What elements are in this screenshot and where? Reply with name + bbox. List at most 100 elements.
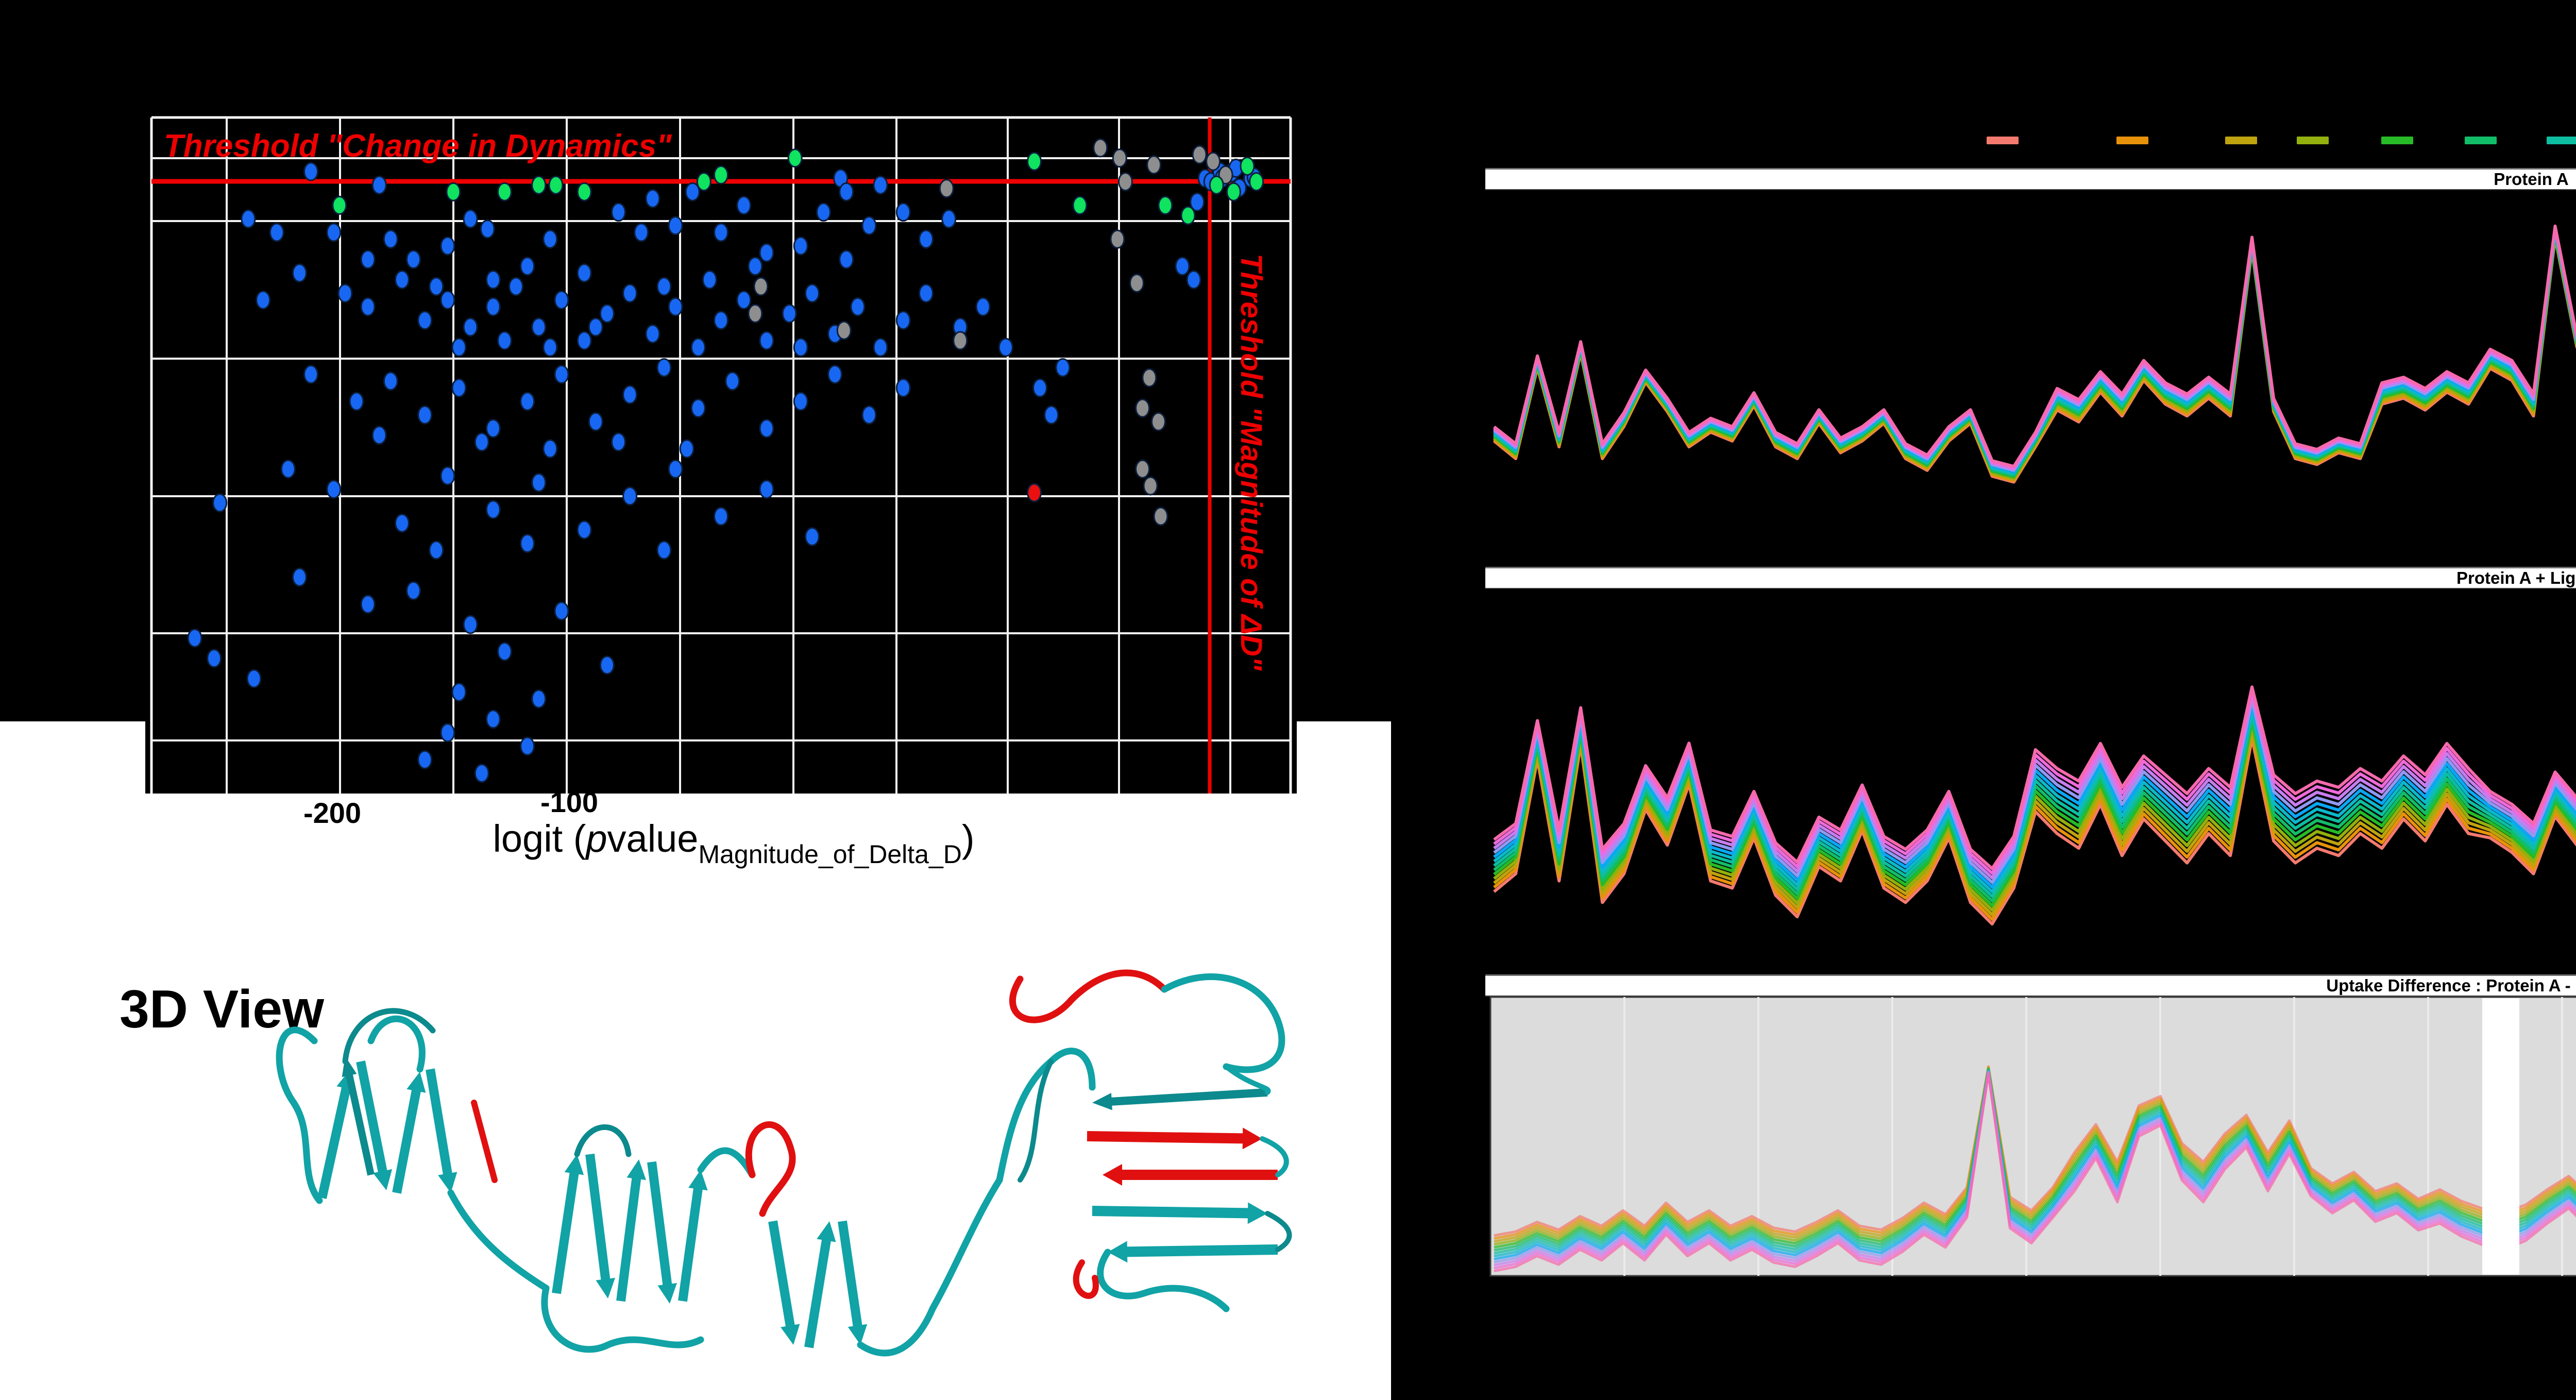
scatter-point-blue bbox=[520, 257, 535, 276]
scatter-point-blue bbox=[241, 209, 256, 229]
protein-a-ligand-series-6 bbox=[1493, 715, 2576, 903]
scatter-point-gray bbox=[1112, 148, 1127, 168]
scatter-point-blue bbox=[451, 378, 467, 398]
scatter-point-gray bbox=[748, 303, 763, 323]
scatter-point-blue bbox=[406, 581, 421, 600]
volcano-xaxis-title: logit (pvalueMagnitude_of_Delta_D) bbox=[493, 817, 975, 869]
scatter-point-blue bbox=[371, 175, 387, 195]
scatter-point-blue bbox=[861, 405, 877, 425]
beta-strand bbox=[317, 1069, 356, 1199]
scatter-point-blue bbox=[804, 283, 820, 303]
ribbon-segment bbox=[574, 1124, 632, 1157]
scatter-point-gray bbox=[1110, 229, 1125, 249]
scatter-point-blue bbox=[714, 223, 728, 242]
protein-a-ligand-series-5 bbox=[1493, 719, 2576, 907]
protein-structure-viewer[interactable] bbox=[216, 933, 1350, 1400]
ribbon-segment bbox=[342, 1008, 436, 1065]
beta-strand bbox=[342, 1056, 375, 1176]
uptake-difference-series-4 bbox=[1494, 1067, 2576, 1246]
panel-title-uptake-difference: Uptake Difference : Protein A - (Protein… bbox=[1485, 974, 2576, 997]
panel-title-text: Protein A bbox=[2494, 170, 2569, 189]
legend-item-2[interactable] bbox=[2116, 137, 2148, 144]
scatter-point-blue bbox=[714, 311, 728, 330]
scatter-point-blue bbox=[690, 338, 706, 357]
ribbon-segment bbox=[1265, 1211, 1292, 1252]
scatter-point-gray bbox=[1093, 138, 1108, 158]
scatter-point-gray bbox=[836, 321, 852, 340]
scatter-point-blue bbox=[451, 682, 467, 702]
legend-item-7[interactable] bbox=[2547, 137, 2576, 144]
scatter-point-green bbox=[1158, 196, 1173, 215]
panel-title-text: Protein A + Ligand bbox=[2456, 568, 2576, 587]
legend-item-3[interactable] bbox=[2225, 137, 2257, 144]
scatter-point-blue bbox=[873, 338, 888, 357]
scatter-point-red bbox=[1027, 483, 1042, 502]
legend-item-1[interactable] bbox=[1987, 137, 2019, 144]
scatter-point-blue bbox=[804, 527, 820, 546]
scatter-point-blue bbox=[1186, 270, 1201, 290]
scatter-point-blue bbox=[543, 439, 558, 459]
scatter-point-blue bbox=[679, 439, 694, 459]
ribbon-segment bbox=[447, 1189, 550, 1292]
volcano-plot[interactable] bbox=[0, 0, 1391, 876]
scatter-point-gray bbox=[753, 277, 769, 296]
scatter-point-blue bbox=[303, 162, 319, 181]
threshold-magnitude-label: Threshold "Magnitude of ΔD" bbox=[1234, 254, 1268, 671]
beta-strand bbox=[585, 1153, 615, 1298]
legend-item-6[interactable] bbox=[2465, 137, 2497, 144]
beta-strand bbox=[647, 1161, 677, 1304]
scatter-point-blue bbox=[440, 236, 455, 256]
scatter-point-blue bbox=[599, 303, 615, 323]
scatter-point-blue bbox=[577, 331, 592, 350]
scatter-point-blue bbox=[246, 669, 262, 688]
scatter-point-green bbox=[1072, 196, 1088, 215]
legend-item-4[interactable] bbox=[2297, 137, 2329, 144]
scatter-point-blue bbox=[531, 689, 547, 709]
scatter-point-blue bbox=[474, 764, 489, 783]
uptake-difference-series-6 bbox=[1494, 1068, 2576, 1252]
scatter-point-gray bbox=[1206, 151, 1221, 171]
scatter-point-blue bbox=[736, 196, 752, 215]
scatter-point-blue bbox=[895, 203, 911, 222]
scatter-point-blue bbox=[645, 189, 660, 208]
scatter-point-blue bbox=[793, 236, 808, 256]
scatter-point-blue bbox=[918, 229, 934, 249]
scatter-point-blue bbox=[656, 277, 672, 296]
scatter-point-blue bbox=[497, 642, 512, 661]
scatter-point-blue bbox=[360, 250, 376, 269]
ribbon-segment bbox=[1260, 1136, 1289, 1177]
scatter-point-blue bbox=[1190, 192, 1205, 212]
scatter-point-blue bbox=[292, 567, 307, 587]
scatter-point-blue bbox=[668, 216, 683, 235]
coverage-gap bbox=[2482, 998, 2519, 1275]
scatter-point-blue bbox=[839, 250, 854, 269]
beta-strand bbox=[1103, 1164, 1278, 1186]
scatter-point-blue bbox=[360, 297, 376, 316]
panel-title-protein-a: Protein A bbox=[1485, 168, 2576, 190]
scatter-point-gray bbox=[1143, 476, 1158, 496]
legend-item-5[interactable] bbox=[2381, 137, 2413, 144]
volcano-axis-labels: -200 -100 logit (pvalueMagnitude_of_Delt… bbox=[0, 0, 1391, 1400]
scatter-point-blue bbox=[326, 480, 342, 499]
scatter-point-blue bbox=[816, 203, 831, 222]
scatter-point-blue bbox=[371, 426, 387, 445]
uptake-difference-series-3 bbox=[1494, 1066, 2576, 1243]
uptake-difference-series-9 bbox=[1494, 1070, 2576, 1261]
scatter-point-blue bbox=[782, 303, 797, 323]
beta-strand bbox=[616, 1159, 646, 1302]
scatter-point-blue bbox=[736, 290, 752, 310]
beta-strand bbox=[678, 1170, 708, 1302]
scatter-point-green bbox=[787, 148, 803, 168]
uptake-difference-series-7 bbox=[1494, 1069, 2576, 1255]
scatter-point-blue bbox=[349, 392, 364, 411]
scatter-point-green bbox=[548, 175, 564, 195]
scatter-point-blue bbox=[1044, 405, 1059, 425]
scatter-point-blue bbox=[577, 520, 592, 539]
scatter-point-blue bbox=[440, 290, 455, 310]
scatter-point-blue bbox=[656, 541, 672, 560]
ribbon-segment bbox=[929, 1176, 1003, 1312]
protein-a-ligand-series-7 bbox=[1493, 711, 2576, 898]
scatter-point-gray bbox=[1192, 145, 1207, 164]
uptake-difference-series-8 bbox=[1494, 1069, 2576, 1258]
